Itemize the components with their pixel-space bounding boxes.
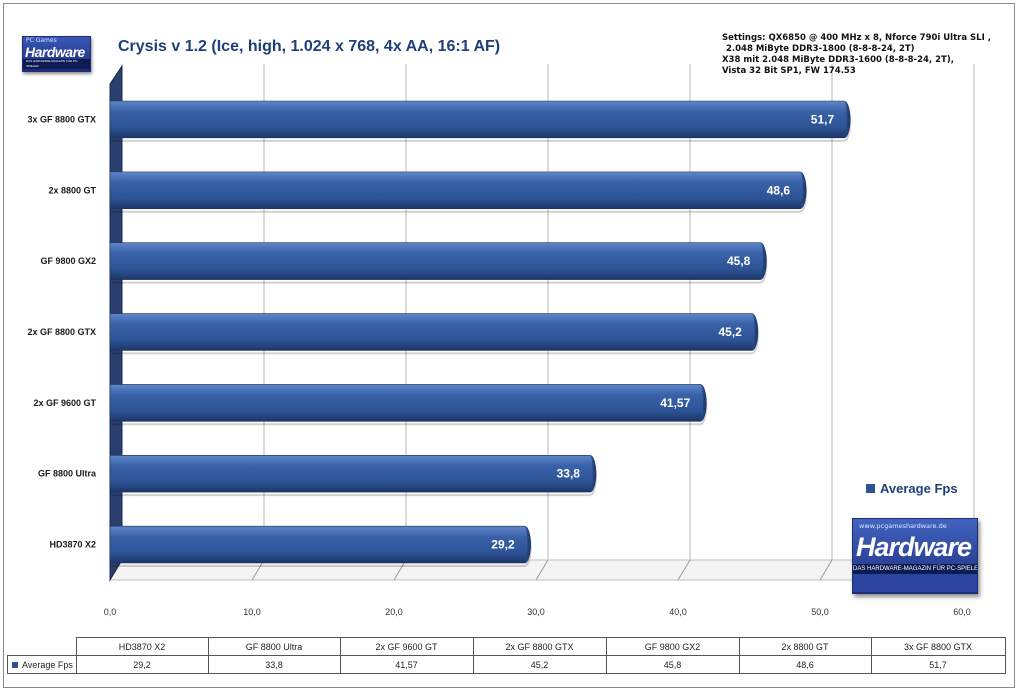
table-value-cell: 51,7	[870, 655, 1006, 674]
bar-cap	[800, 171, 807, 209]
x-tick-label: 60,0	[953, 607, 971, 617]
data-table-value-row: Average Fps 29,2 33,8 41,57 45,2 45,8 48…	[7, 655, 1006, 674]
table-header-cell: HD3870 X2	[75, 637, 209, 656]
x-tick	[677, 559, 691, 581]
table-header-cell: GF 9800 GX2	[605, 637, 740, 656]
y-tick-label: GF 9800 GX2	[40, 256, 96, 266]
pcgh-logo-large: www.pcgameshardware.de Hardware DAS HARD…	[852, 518, 978, 594]
table-header-cell: 2x 8800 GT	[738, 637, 872, 656]
bar	[109, 171, 807, 210]
x-tick-label: 20,0	[385, 607, 403, 617]
bar	[109, 384, 707, 422]
table-row-swatch	[12, 661, 18, 668]
y-tick-label: 2x GF 9600 GT	[33, 398, 96, 408]
x-tick	[393, 559, 407, 581]
settings-line: 2.048 MiByte DDR3-1800 (8-8-8-24, 2T)	[726, 44, 915, 54]
bar-value-label: 45,2	[718, 325, 742, 339]
bar-cap	[524, 526, 531, 563]
bar-value-label: 33,8	[557, 467, 581, 481]
y-tick-label: HD3870 X2	[49, 540, 96, 550]
settings-note: Settings: QX6850 @ 400 MHz x 8, Nforce 7…	[722, 33, 991, 77]
bar	[109, 454, 597, 493]
bar-cap	[844, 101, 851, 138]
table-value-cell: 48,6	[738, 655, 872, 674]
settings-line: Vista 32 Bit SP1, FW 174.53	[722, 66, 856, 76]
table-value-cell: 45,8	[605, 655, 740, 674]
data-table-header-row: HD3870 X2 GF 8800 Ultra 2x GF 9600 GT 2x…	[7, 637, 1006, 656]
bar	[109, 242, 767, 280]
y-axis: HD3870 X2 GF 8800 Ultra 2x GF 9600 GT 2x GF…	[27, 114, 97, 549]
x-tick	[535, 559, 549, 581]
logo-url: www.pcgameshardware.de	[859, 522, 947, 530]
x-tick-label: 0,0	[104, 607, 117, 617]
chart-title: Crysis v 1.2 (Ice, high, 1.024 x 768, 4x…	[118, 38, 501, 55]
pcgh-logo-small: PC Games Hardware DAS HARDWARE-MAGAZIN F…	[22, 36, 91, 72]
settings-line: Settings: QX6850 @ 400 MHz x 8, Nforce 7…	[722, 33, 991, 43]
x-tick	[251, 559, 265, 581]
bar-value-label: 51,7	[811, 112, 835, 126]
legend: Average Fps	[866, 481, 958, 496]
bar	[109, 525, 531, 564]
bar	[109, 100, 851, 139]
x-tick-label: 30,0	[527, 607, 545, 617]
x-tick-label: 50,0	[811, 607, 829, 617]
bars: 29,2 33,8 41,57 45,2 45,8 48,6 51,7	[109, 100, 852, 567]
bar-cap	[589, 455, 596, 493]
table-value-cell: 33,8	[207, 655, 341, 674]
bar-cap	[760, 242, 767, 280]
bar-value-label: 48,6	[767, 183, 791, 197]
y-tick-label: 2x GF 8800 GTX	[27, 327, 96, 337]
table-header-cell: 2x GF 8800 GTX	[472, 637, 607, 656]
bar-cap	[751, 313, 758, 351]
table-row-label: Average Fps	[7, 655, 77, 674]
table-value-cell: 41,57	[339, 655, 474, 674]
x-tick-label: 10,0	[243, 607, 261, 617]
table-header-cell: 3x GF 8800 GTX	[870, 637, 1006, 656]
x-tick-label: 40,0	[669, 607, 687, 617]
legend-swatch	[866, 484, 875, 493]
x-tick	[819, 559, 833, 581]
bar-value-label: 29,2	[491, 538, 515, 552]
y-tick-label: 2x 8800 GT	[48, 185, 96, 195]
table-header-cell: GF 8800 Ultra	[207, 637, 341, 656]
data-table: HD3870 X2 GF 8800 Ultra 2x GF 9600 GT 2x…	[7, 637, 1006, 674]
y-tick-label: 3x GF 8800 GTX	[27, 114, 96, 124]
settings-line: X38 mit 2.048 MiByte DDR3-1600 (8-8-8-24…	[722, 55, 954, 65]
y-tick-label: GF 8800 Ultra	[38, 469, 97, 479]
legend-label: Average Fps	[880, 481, 958, 496]
table-value-cell: 29,2	[75, 655, 209, 674]
bar-cap	[700, 384, 707, 422]
bar	[109, 313, 759, 351]
bar-value-label: 41,57	[660, 396, 690, 410]
table-value-cell: 45,2	[472, 655, 607, 674]
bar-value-label: 45,8	[727, 254, 751, 268]
table-header-cell: 2x GF 9600 GT	[339, 637, 474, 656]
